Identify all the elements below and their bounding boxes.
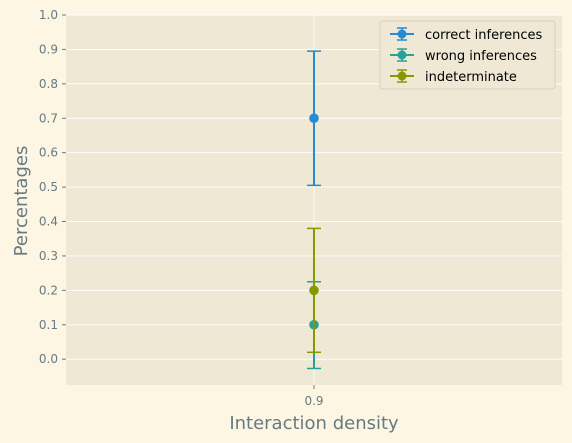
data-point [309,285,319,296]
y-tick-label: 1.0 [39,8,58,22]
legend-marker [397,71,407,81]
legend-label: indeterminate [425,70,517,85]
x-axis-ticks: 0.9 [304,385,324,408]
y-tick-label: 0.6 [39,146,58,160]
legend: correct inferences wrong inferences indete… [379,20,556,90]
y-tick-label: 0.0 [39,352,58,366]
legend-marker [397,50,407,60]
y-axis-label: Percentages [11,146,32,257]
legend-item: wrong inferences [390,48,537,64]
legend-marker [397,29,407,39]
y-axis-ticks: 0.0 0.1 0.2 0.3 0.4 0.5 0.6 0.7 0.8 0.9 1.0 [39,8,66,366]
y-tick-label: 0.7 [39,111,58,125]
legend-label: correct inferences [425,28,543,43]
legend-box [379,20,556,90]
x-tick-label: 0.9 [304,394,323,408]
y-tick-label: 0.1 [39,318,58,332]
y-tick-label: 0.4 [39,215,58,229]
y-tick-label: 0.5 [39,180,58,194]
series-correct-inferences [307,50,321,187]
data-marks [307,50,321,370]
y-tick-label: 0.2 [39,283,58,297]
legend-item: indeterminate [390,69,517,85]
legend-item: correct inferences [390,27,543,43]
series-indeterminate [307,227,321,354]
y-tick-label: 0.3 [39,249,58,263]
x-axis-label: Interaction density [229,413,399,434]
legend-label: wrong inferences [425,49,537,64]
data-point [309,113,319,124]
y-tick-label: 0.9 [39,42,58,56]
y-tick-label: 0.8 [39,77,58,91]
